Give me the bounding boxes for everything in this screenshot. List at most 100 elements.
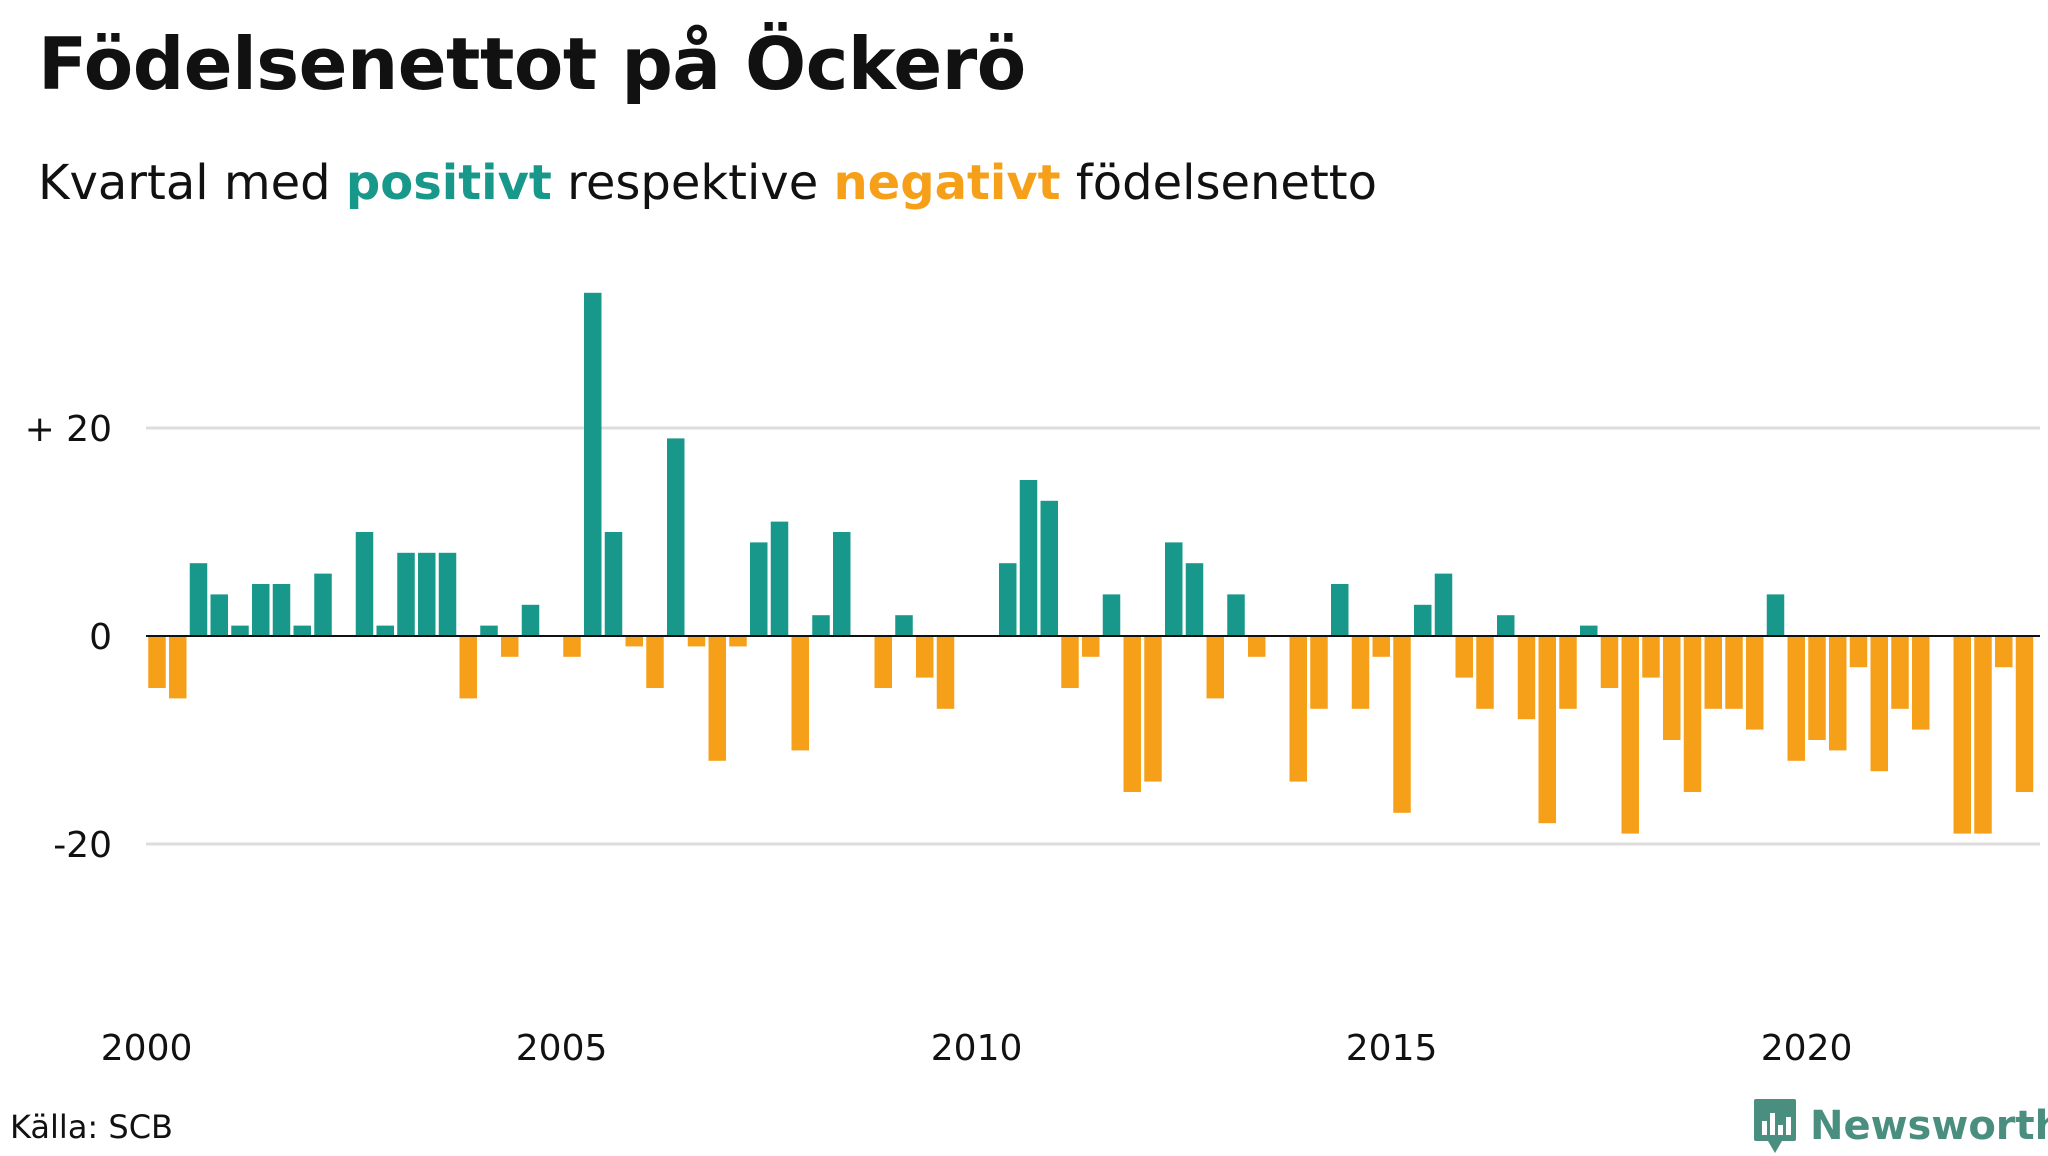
bar bbox=[1580, 625, 1598, 636]
bar bbox=[1227, 594, 1245, 636]
bar bbox=[1912, 636, 1930, 730]
y-tick-label: 0 bbox=[89, 617, 112, 658]
subtitle-suffix: födelsenetto bbox=[1060, 155, 1377, 211]
bar bbox=[501, 636, 519, 657]
bar bbox=[355, 532, 374, 636]
bar bbox=[1766, 594, 1785, 636]
bar bbox=[667, 438, 685, 636]
bar bbox=[687, 636, 706, 647]
bar bbox=[148, 636, 166, 688]
bar bbox=[604, 532, 623, 636]
bar bbox=[1455, 636, 1473, 678]
bar bbox=[812, 615, 830, 636]
subtitle-middle: respektive bbox=[551, 155, 834, 211]
bar bbox=[1808, 636, 1826, 740]
x-tick-label: 2010 bbox=[931, 1028, 1023, 1069]
bar bbox=[1829, 636, 1847, 751]
bar bbox=[791, 636, 809, 751]
bar bbox=[625, 636, 643, 647]
bar bbox=[480, 625, 498, 636]
bar-chart: + 20 0 -20 2000 2005 2010 2015 2020 bbox=[25, 292, 2040, 1069]
x-tick-label: 2005 bbox=[516, 1028, 608, 1069]
bar bbox=[1559, 636, 1577, 709]
chart-title: Födelsenettot på Öckerö bbox=[38, 22, 1026, 106]
bar bbox=[1476, 636, 1494, 709]
bar bbox=[1497, 615, 1515, 636]
bar bbox=[1953, 636, 1971, 834]
y-tick-label: -20 bbox=[53, 825, 112, 866]
bar bbox=[1663, 636, 1681, 740]
bar bbox=[1040, 500, 1058, 636]
bars bbox=[148, 292, 2034, 834]
bar bbox=[1393, 636, 1411, 813]
bar bbox=[1870, 636, 1888, 772]
bar bbox=[2015, 636, 2034, 792]
bar bbox=[1683, 636, 1702, 792]
bar bbox=[584, 292, 602, 636]
bar bbox=[1621, 636, 1639, 834]
bar bbox=[936, 636, 955, 709]
chart-subtitle: Kvartal med positivt respektive negativt… bbox=[38, 155, 1377, 211]
bar bbox=[1185, 563, 1204, 636]
subtitle-positive-word: positivt bbox=[345, 155, 552, 211]
bar bbox=[1331, 584, 1349, 636]
bar bbox=[750, 542, 768, 636]
bar bbox=[1165, 542, 1183, 636]
bar bbox=[1434, 573, 1453, 636]
bar bbox=[1061, 636, 1079, 688]
bar bbox=[1974, 636, 1992, 834]
bar bbox=[438, 552, 457, 636]
newsworthy-logo: Newsworthy bbox=[1752, 1096, 2048, 1156]
bar bbox=[1102, 594, 1121, 636]
bar bbox=[1891, 636, 1909, 709]
bar bbox=[521, 604, 540, 636]
bar bbox=[895, 615, 913, 636]
bar bbox=[770, 521, 789, 636]
bar bbox=[1600, 636, 1619, 688]
bar bbox=[459, 636, 477, 699]
bar bbox=[314, 573, 332, 636]
bar bbox=[376, 625, 394, 636]
x-tick-label: 2015 bbox=[1346, 1028, 1438, 1069]
bar bbox=[1372, 636, 1390, 657]
bar bbox=[1642, 636, 1660, 678]
bar bbox=[293, 625, 311, 636]
bar bbox=[1289, 636, 1307, 782]
bar bbox=[874, 636, 892, 688]
bar bbox=[397, 552, 415, 636]
newsworthy-icon bbox=[1754, 1099, 1796, 1153]
y-axis-labels: + 20 0 -20 bbox=[25, 409, 112, 866]
bar bbox=[1123, 636, 1141, 792]
bar bbox=[1995, 636, 2013, 668]
bar bbox=[1849, 636, 1868, 668]
bar bbox=[729, 636, 747, 647]
bar bbox=[210, 594, 228, 636]
subtitle-prefix: Kvartal med bbox=[38, 155, 346, 211]
bar bbox=[1206, 636, 1224, 699]
brand-name: Newsworthy bbox=[1810, 1103, 2048, 1149]
bar bbox=[563, 636, 581, 657]
bar bbox=[1248, 636, 1266, 657]
bar bbox=[999, 563, 1017, 636]
bar bbox=[418, 552, 436, 636]
bar bbox=[708, 636, 726, 761]
bar bbox=[1310, 636, 1328, 709]
bar bbox=[1082, 636, 1100, 657]
x-tick-label: 2020 bbox=[1761, 1028, 1853, 1069]
bar bbox=[189, 563, 208, 636]
bar bbox=[1787, 636, 1805, 761]
bar bbox=[231, 625, 249, 636]
bar bbox=[272, 584, 291, 636]
source-note: Källa: SCB bbox=[10, 1108, 173, 1146]
bar bbox=[1746, 636, 1764, 730]
x-tick-label: 2000 bbox=[101, 1028, 193, 1069]
bar bbox=[252, 584, 270, 636]
bar bbox=[833, 532, 851, 636]
bar bbox=[1517, 636, 1536, 720]
bar bbox=[1538, 636, 1556, 824]
subtitle-negative-word: negativt bbox=[833, 155, 1061, 211]
y-tick-label: + 20 bbox=[25, 409, 112, 450]
gridlines bbox=[146, 426, 2040, 846]
bar bbox=[1351, 636, 1370, 709]
bar bbox=[1704, 636, 1722, 709]
